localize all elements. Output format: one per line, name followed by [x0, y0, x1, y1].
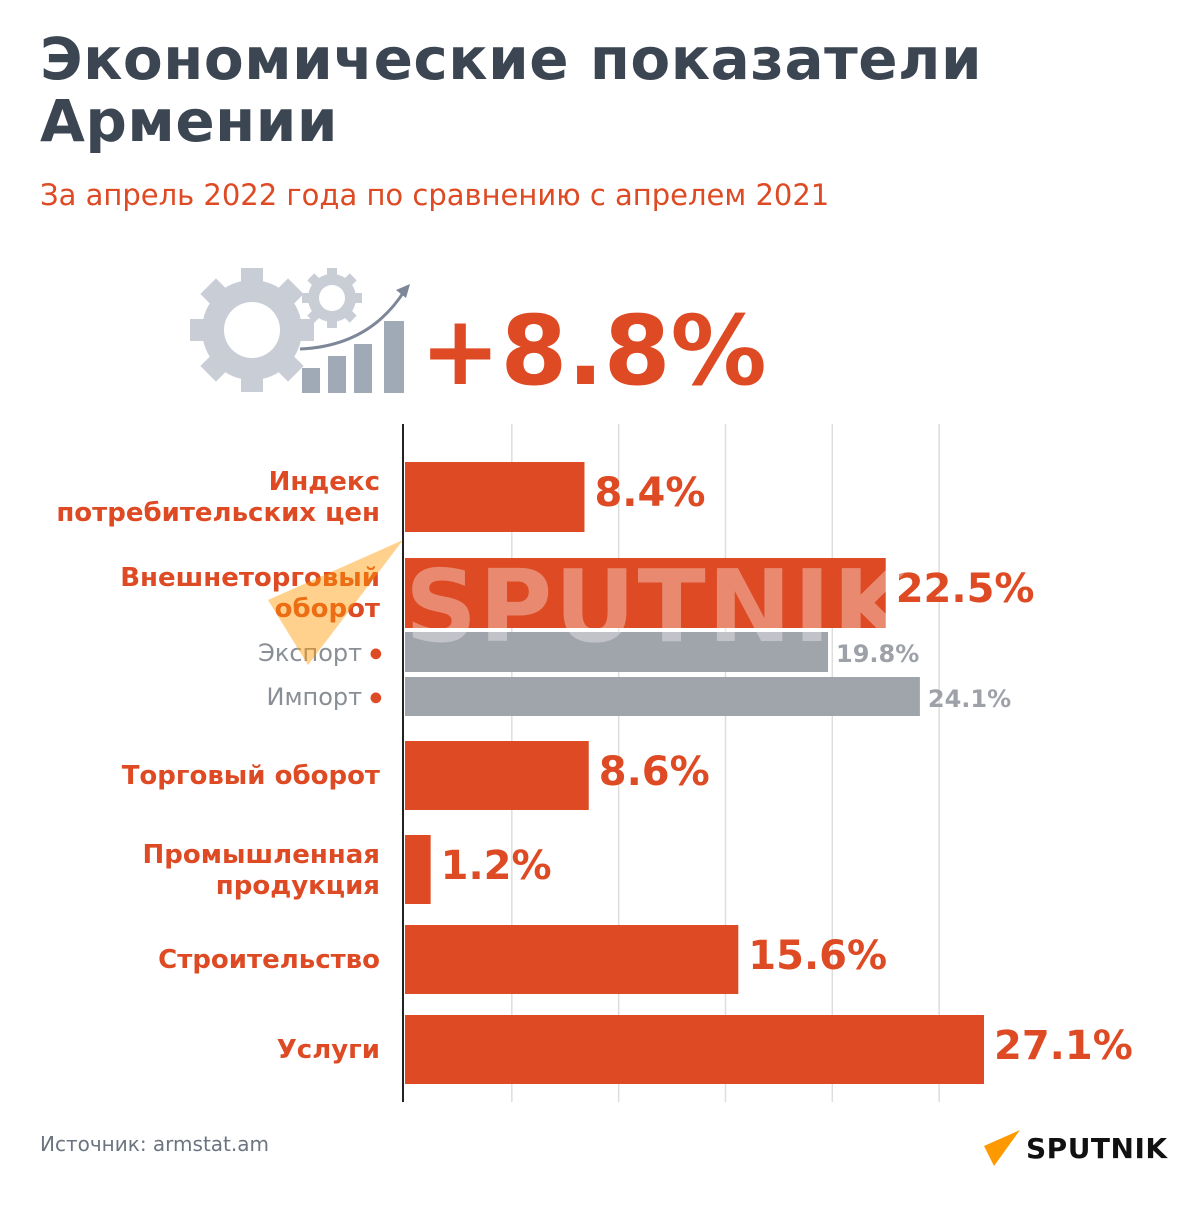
category-label-line: Внешнеторговый: [120, 563, 380, 593]
value-label: 27.1%: [994, 1022, 1133, 1069]
sputnik-logo-icon: [984, 1130, 1020, 1166]
category-label-line: потребительских цен: [56, 498, 380, 528]
category-label-line: Торговый оборот: [121, 761, 380, 791]
category-label-line: Экспорт ●: [258, 638, 382, 670]
watermark-triangle-icon: [268, 540, 403, 665]
category-label: Промышленная продукция: [143, 840, 380, 902]
bar: [405, 558, 886, 628]
sputnik-logo: SPUTNIK: [982, 1128, 1168, 1168]
category-label-line: Услуги: [276, 1035, 380, 1065]
value-label: 19.8%: [836, 640, 920, 668]
category-label: Индекс потребительских цен: [56, 467, 380, 529]
page-title: Экономические показатели Армении: [40, 28, 982, 152]
bullet-icon: ●: [369, 689, 382, 706]
bar: [405, 835, 431, 904]
value-label: 8.4%: [594, 470, 706, 516]
category-label-line: Импорт ●: [266, 683, 383, 711]
bullet-icon: ●: [369, 645, 382, 661]
subtitle: За апрель 2022 года по сравнению с апрел…: [40, 178, 830, 212]
value-label: 24.1%: [927, 685, 1012, 713]
headline-value: +8.8%: [420, 295, 767, 407]
title-line-1: Экономические показатели: [40, 25, 983, 93]
logo-text: SPUTNIK: [1026, 1131, 1168, 1165]
bar: [405, 741, 589, 810]
bar: [405, 462, 585, 532]
category-label-line: Индекс: [268, 467, 380, 497]
bar: [405, 677, 920, 716]
category-label-line: Промышленная: [142, 839, 380, 870]
category-label: Импорт ●: [266, 682, 383, 714]
title-line-2: Армении: [40, 87, 339, 155]
category-label: Строительство: [158, 945, 380, 976]
category-label-line: Строительство: [158, 945, 380, 975]
category-label: Внешнеторговыйоборот: [120, 563, 380, 625]
category-label: Экспорт ●: [258, 638, 382, 670]
value-label: 15.6%: [748, 932, 888, 979]
category-label-line: оборот: [120, 594, 380, 625]
value-label: 1.2%: [440, 842, 552, 889]
bar: [405, 1015, 984, 1084]
bar: [405, 925, 739, 994]
bar: [405, 632, 829, 672]
value-label: 8.6%: [598, 748, 710, 795]
value-label: 22.5%: [895, 566, 1035, 612]
gears-growth-chart-icon: [190, 268, 410, 393]
category-label: Услуги: [277, 1035, 380, 1066]
source-note: Источник: armstat.am: [40, 1132, 269, 1156]
category-label-line: продукция: [215, 870, 380, 901]
category-label: Торговый оборот: [122, 761, 380, 792]
